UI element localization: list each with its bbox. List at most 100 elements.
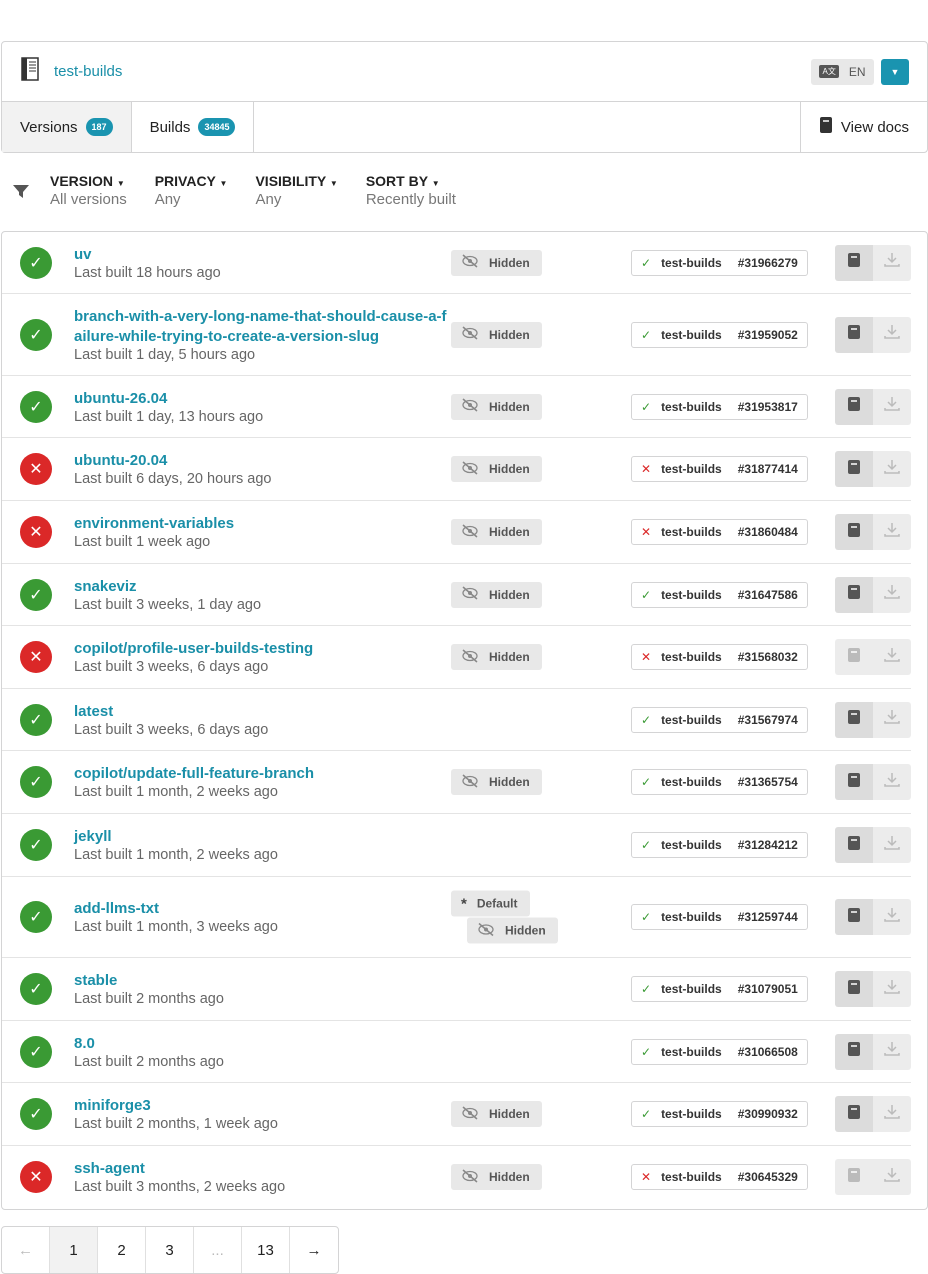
hidden-badge: Hidden bbox=[451, 519, 542, 545]
download-button[interactable] bbox=[873, 388, 911, 425]
view-docs-button[interactable] bbox=[835, 514, 873, 550]
version-name-link[interactable]: latest bbox=[74, 702, 114, 720]
view-docs-button[interactable] bbox=[835, 701, 873, 738]
view-docs-button[interactable] bbox=[835, 764, 873, 800]
eye-slash-icon bbox=[461, 1168, 479, 1186]
build-link[interactable]: ✓ test-builds #31259744 bbox=[631, 904, 808, 930]
next-page-button[interactable]: → bbox=[290, 1227, 338, 1273]
download-icon bbox=[884, 1104, 900, 1125]
view-docs-button[interactable] bbox=[835, 827, 873, 863]
tab-builds[interactable]: Builds 34845 bbox=[132, 102, 255, 152]
page-1[interactable]: 1 bbox=[50, 1227, 98, 1273]
version-name-link[interactable]: add-llms-txt bbox=[74, 900, 160, 917]
download-button[interactable] bbox=[873, 764, 911, 800]
hidden-badge: Hidden bbox=[451, 581, 542, 608]
download-button[interactable] bbox=[873, 1159, 911, 1195]
version-name-link[interactable]: branch-with-a-very-long-name-that-should… bbox=[74, 307, 447, 345]
version-name-link[interactable]: snakeviz bbox=[74, 577, 137, 595]
download-button[interactable] bbox=[873, 244, 911, 281]
build-link[interactable]: ✕ test-builds #31568032 bbox=[631, 644, 808, 670]
view-docs-button[interactable] bbox=[835, 1159, 873, 1195]
build-project: test-builds bbox=[661, 982, 722, 996]
version-name-link[interactable]: ubuntu-20.04 bbox=[74, 452, 168, 469]
view-docs-button[interactable] bbox=[835, 451, 873, 487]
version-name-link[interactable]: ssh-agent bbox=[74, 1160, 145, 1177]
book-icon bbox=[847, 709, 861, 730]
filter-version[interactable]: Version ▼ All versions bbox=[50, 173, 127, 208]
download-button[interactable] bbox=[873, 899, 911, 935]
view-docs-button[interactable]: View docs bbox=[799, 102, 927, 152]
download-button[interactable] bbox=[873, 1096, 911, 1132]
version-name-link[interactable]: uv bbox=[74, 245, 92, 263]
language-label: EN bbox=[848, 64, 866, 79]
filter-privacy[interactable]: Privacy ▼ Any bbox=[155, 173, 228, 208]
last-built-text: Last built 3 weeks, 1 day ago bbox=[74, 596, 262, 613]
last-built-text: Last built 18 hours ago bbox=[74, 264, 221, 281]
caret-down-icon: ▼ bbox=[219, 179, 228, 188]
last-built-text: Last built 1 day, 13 hours ago bbox=[74, 408, 264, 425]
download-button[interactable] bbox=[873, 514, 911, 550]
book-icon bbox=[847, 252, 861, 273]
version-row: ✓ 8.0 Last built 2 months ago ✓ test-build… bbox=[2, 1021, 911, 1083]
build-link[interactable]: ✕ test-builds #31877414 bbox=[631, 456, 808, 482]
tab-versions[interactable]: Versions 187 bbox=[2, 102, 132, 152]
download-button[interactable] bbox=[873, 639, 911, 675]
download-button[interactable] bbox=[873, 576, 911, 613]
download-button[interactable] bbox=[873, 827, 911, 863]
page-13[interactable]: 13 bbox=[242, 1227, 290, 1273]
build-link[interactable]: ✓ test-builds #31079051 bbox=[631, 976, 808, 1002]
build-link[interactable]: ✓ test-builds #30990932 bbox=[631, 1101, 808, 1127]
view-docs-button[interactable] bbox=[835, 899, 873, 935]
check-icon: ✓ bbox=[641, 587, 652, 602]
version-name-link[interactable]: copilot/update-full-feature-branch bbox=[74, 765, 314, 782]
version-name-link[interactable]: miniforge3 bbox=[74, 1097, 151, 1114]
tab-label: Versions bbox=[20, 118, 78, 136]
filter-label: Privacy bbox=[154, 173, 216, 189]
download-button[interactable] bbox=[873, 316, 911, 353]
download-button[interactable] bbox=[873, 971, 911, 1007]
eye-slash-icon bbox=[461, 586, 479, 603]
download-button[interactable] bbox=[873, 701, 911, 738]
build-link[interactable]: ✓ test-builds #31365754 bbox=[631, 769, 808, 795]
build-link[interactable]: ✓ test-builds #31066508 bbox=[631, 1038, 808, 1065]
version-name-link[interactable]: copilot/profile-user-builds-testing bbox=[74, 640, 314, 657]
build-link[interactable]: ✓ test-builds #31567974 bbox=[631, 706, 808, 733]
download-button[interactable] bbox=[873, 1033, 911, 1070]
version-row: ✓ copilot/update-full-feature-branch Last… bbox=[2, 751, 911, 814]
previous-page-button[interactable]: ← bbox=[2, 1227, 50, 1273]
arrow-left-icon: ← bbox=[18, 1241, 33, 1259]
view-docs-button[interactable] bbox=[835, 639, 873, 675]
build-link[interactable]: ✓ test-builds #31953817 bbox=[631, 393, 808, 420]
menu-dropdown-button[interactable]: ▼ bbox=[881, 58, 909, 85]
view-docs-button[interactable] bbox=[835, 1096, 873, 1132]
build-link[interactable]: ✕ test-builds #31860484 bbox=[631, 519, 808, 545]
view-docs-button[interactable] bbox=[835, 971, 873, 1007]
hidden-badge: Hidden bbox=[451, 644, 542, 670]
view-docs-button[interactable] bbox=[835, 388, 873, 425]
caret-down-icon: ▼ bbox=[890, 66, 900, 77]
view-docs-button[interactable] bbox=[835, 316, 873, 353]
build-link[interactable]: ✓ test-builds #31966279 bbox=[631, 249, 808, 276]
version-name-link[interactable]: jekyll bbox=[74, 828, 112, 845]
download-button[interactable] bbox=[873, 451, 911, 487]
build-link[interactable]: ✓ test-builds #31959052 bbox=[631, 321, 808, 348]
build-link[interactable]: ✕ test-builds #30645329 bbox=[631, 1164, 808, 1190]
view-docs-button[interactable] bbox=[835, 1033, 873, 1070]
build-link[interactable]: ✓ test-builds #31284212 bbox=[631, 832, 808, 858]
view-docs-button[interactable] bbox=[835, 244, 873, 281]
filter-visibility[interactable]: Visibility ▼ Any bbox=[255, 173, 337, 208]
build-link[interactable]: ✓ test-builds #31647586 bbox=[631, 581, 808, 608]
project-link[interactable]: test-builds bbox=[54, 63, 123, 80]
filter-sort-by[interactable]: Sort by ▼ Recently built bbox=[366, 173, 456, 208]
version-name-link[interactable]: ubuntu-26.04 bbox=[74, 389, 168, 407]
version-name-link[interactable]: 8.0 bbox=[74, 1034, 95, 1052]
badge-label: Hidden bbox=[489, 650, 530, 664]
version-name-link[interactable]: environment-variables bbox=[74, 515, 235, 532]
version-name-link[interactable]: stable bbox=[74, 972, 118, 989]
language-selector[interactable]: A文 EN bbox=[811, 58, 874, 85]
page-3[interactable]: 3 bbox=[146, 1227, 194, 1273]
page-2[interactable]: 2 bbox=[98, 1227, 146, 1273]
version-row: ✕ environment-variables Last built 1 week… bbox=[2, 501, 911, 564]
book-icon bbox=[847, 1041, 861, 1062]
view-docs-button[interactable] bbox=[835, 576, 873, 613]
